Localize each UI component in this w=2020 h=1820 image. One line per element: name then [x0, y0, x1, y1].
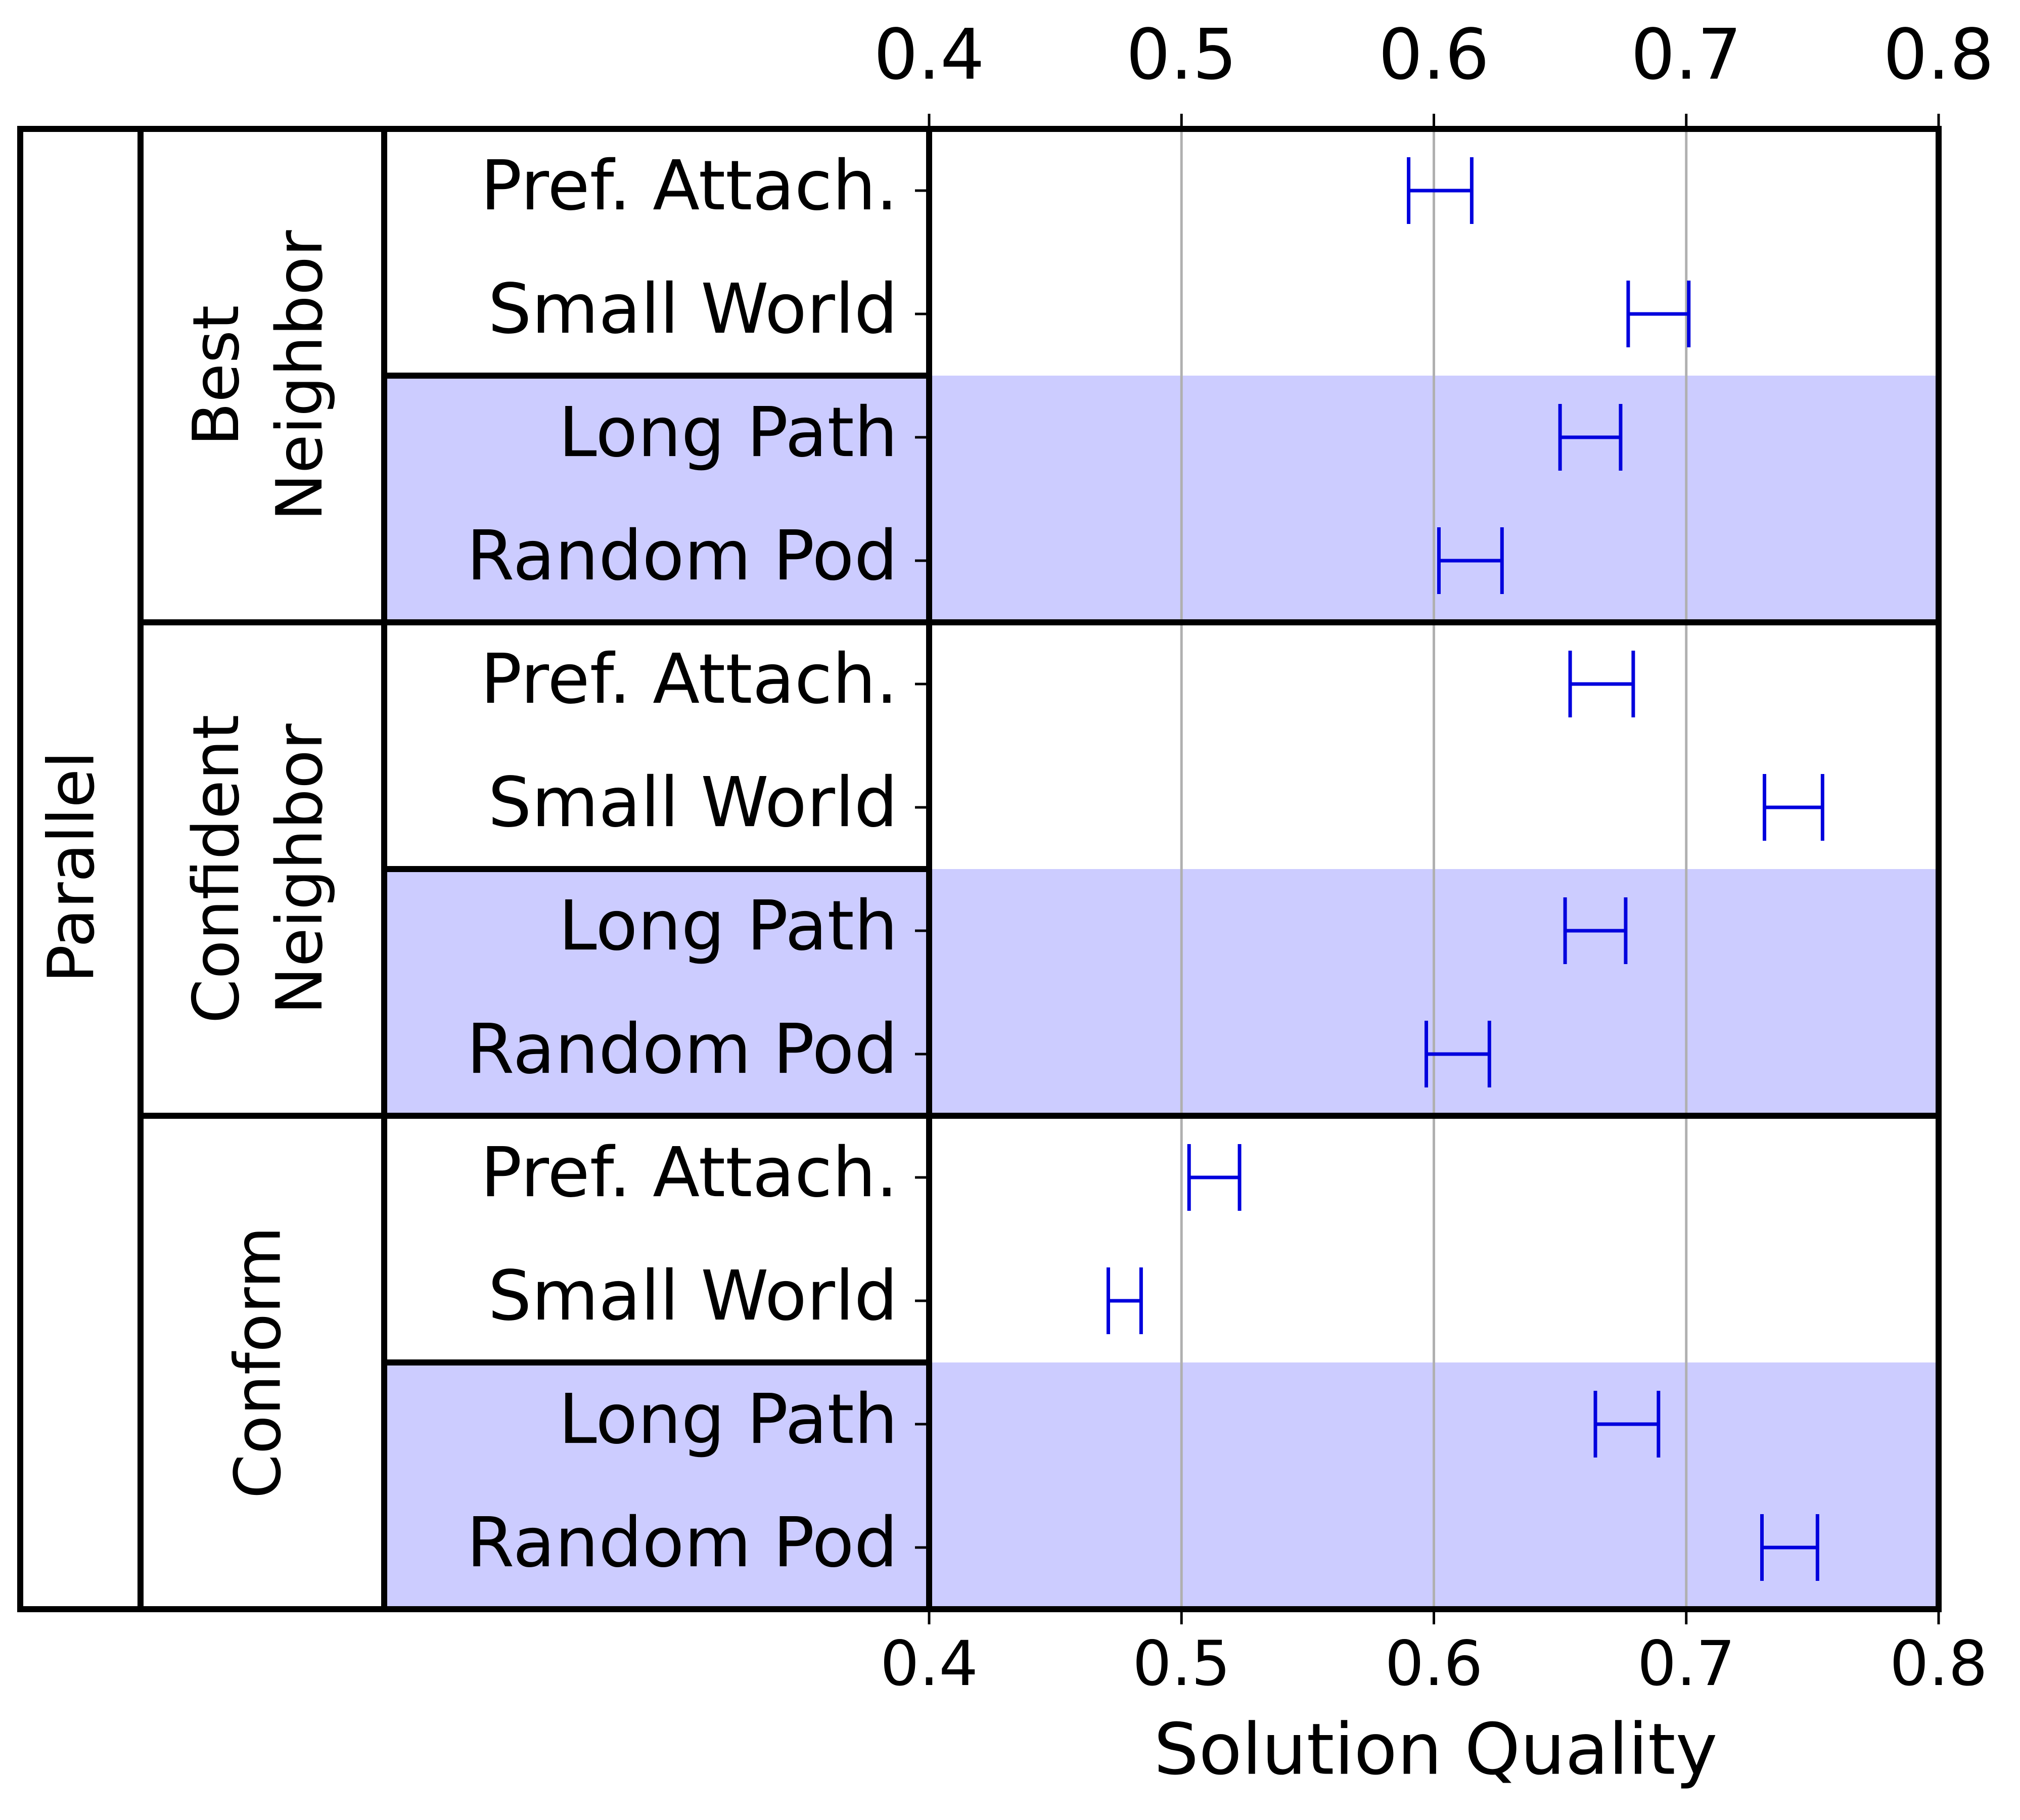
error-bars: [1106, 157, 1824, 1581]
x-axis-label: Solution Quality: [1154, 1709, 1717, 1791]
row-label: Long Path: [559, 886, 898, 966]
x-tick-label-bottom: 0.8: [1890, 1628, 1988, 1700]
group-label-line: Neighbor: [262, 230, 337, 521]
error-bar: [1187, 1144, 1242, 1211]
group-label-line: Neighbor: [262, 723, 337, 1015]
shaded-band: [384, 992, 1939, 1116]
shaded-band: [384, 869, 1939, 992]
row-label: Small World: [488, 269, 898, 349]
group-label: Conform: [221, 1226, 295, 1499]
x-tick-label-bottom: 0.4: [880, 1628, 978, 1700]
row-label: Random Pod: [467, 516, 898, 596]
error-bar: [1626, 281, 1691, 347]
shaded-band: [384, 499, 1939, 622]
shaded-band: [384, 1486, 1939, 1609]
error-bar: [1425, 1021, 1491, 1087]
error-bar: [1563, 897, 1628, 964]
row-label: Random Pod: [467, 1010, 898, 1089]
x-tick-label-bottom: 0.5: [1132, 1628, 1230, 1700]
x-tick-label-top: 0.5: [1126, 14, 1237, 96]
row-label: Pref. Attach.: [481, 146, 898, 226]
gridlines: [1180, 129, 1688, 1609]
x-tick-label-top: 0.4: [874, 14, 984, 96]
error-bar: [1437, 527, 1504, 594]
error-bar: [1763, 774, 1824, 841]
row-labels: Pref. Attach. Small World Long Path Random …: [467, 146, 898, 1583]
outer-group-label: Parallel: [34, 751, 109, 983]
x-tick-label-bottom: 0.7: [1637, 1628, 1735, 1700]
row-label: Long Path: [559, 1380, 898, 1460]
shaded-band: [384, 376, 1939, 499]
row-label: Pref. Attach.: [481, 1133, 898, 1213]
error-bar: [1558, 404, 1623, 471]
row-label: Random Pod: [467, 1503, 898, 1583]
group-label: Best Neighbor: [179, 230, 337, 521]
x-ticks: 0.4 0.4 0.5 0.5 0.6 0.6 0.7 0.7 0.8 0.8: [874, 14, 1994, 1700]
group-label-line: Best: [179, 305, 253, 446]
row-label: Small World: [488, 763, 898, 843]
table-frame: [17, 126, 1942, 1612]
error-bar: [1106, 1267, 1143, 1334]
x-tick-label-bottom: 0.6: [1385, 1628, 1483, 1700]
error-bar: [1760, 1514, 1819, 1581]
y-ticks: [915, 189, 929, 1549]
row-label: Long Path: [559, 393, 898, 473]
shaded-bands: [384, 376, 1939, 1609]
group-label: Confident Neighbor: [179, 714, 337, 1023]
error-bar: [1568, 651, 1635, 717]
shaded-band: [384, 1362, 1939, 1486]
x-tick-label-top: 0.8: [1883, 14, 1994, 96]
group-label-line: Confident: [179, 714, 253, 1023]
x-tick-label-top: 0.6: [1379, 14, 1489, 96]
row-label: Small World: [488, 1256, 898, 1336]
row-label: Pref. Attach.: [481, 640, 898, 719]
x-tick-label-top: 0.7: [1631, 14, 1741, 96]
error-bar: [1593, 1391, 1661, 1458]
group-label-line: Conform: [221, 1226, 295, 1499]
error-bar: [1407, 157, 1474, 224]
